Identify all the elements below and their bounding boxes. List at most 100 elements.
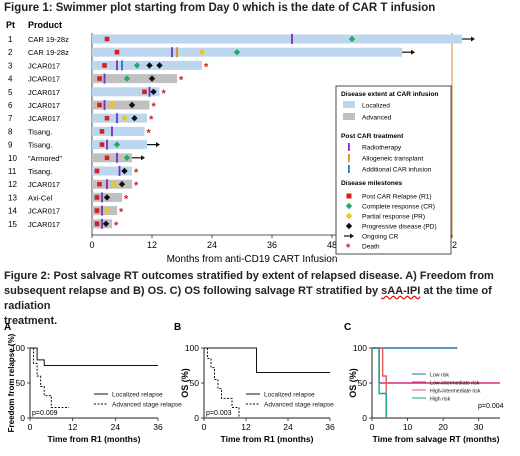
radiotherapy-marker bbox=[116, 60, 118, 71]
panel-b: B 0 50 100 0 12 24 36 OS (%) Time from R1 (months… bbox=[174, 322, 335, 444]
radiotherapy-marker bbox=[106, 179, 108, 190]
km-curve bbox=[30, 347, 158, 366]
km-x-tick-label: 12 bbox=[241, 422, 251, 432]
death-marker: * bbox=[149, 114, 154, 126]
km-curve bbox=[204, 347, 330, 373]
km-y-tick-label: 100 bbox=[185, 343, 199, 353]
patient-bar bbox=[92, 47, 402, 57]
relapse-marker bbox=[99, 142, 105, 147]
legend-diamond-icon bbox=[345, 222, 353, 230]
cr-marker bbox=[233, 49, 241, 56]
col-pt-header: Pt bbox=[6, 20, 15, 30]
radiotherapy-marker bbox=[148, 86, 151, 97]
legend-post-label: Allogeneic transplant bbox=[362, 156, 423, 163]
relapse-marker bbox=[97, 76, 102, 81]
patient-bar bbox=[92, 166, 132, 176]
cr-marker bbox=[348, 35, 356, 43]
radiotherapy-marker bbox=[116, 152, 118, 163]
km-x-tick-label: 12 bbox=[68, 422, 78, 432]
swimmer-xlabel: Months from anti-CD19 CART Infusion bbox=[167, 254, 338, 265]
legend-milestone-label: Ongoing CR bbox=[362, 234, 399, 241]
km-legend-label: Advanced stage relapse bbox=[264, 402, 334, 409]
legend-milestone-label: Death bbox=[362, 244, 380, 251]
cr-marker bbox=[113, 141, 121, 148]
km-curve bbox=[372, 347, 387, 418]
patient-product: JCAR017 bbox=[28, 207, 60, 216]
patient-number: 11 bbox=[8, 167, 17, 176]
pr-marker bbox=[198, 49, 206, 56]
relapse-marker bbox=[104, 155, 110, 161]
patient-product: JCAR017 bbox=[28, 101, 60, 110]
km-y-tick-label: 0 bbox=[194, 413, 199, 423]
ongoing-cr-arrowhead bbox=[141, 155, 145, 161]
pd-marker bbox=[146, 62, 153, 69]
legend-arrow-icon bbox=[350, 233, 354, 239]
figure2-title-line1: Figure 2: Post salvage RT outcomes strat… bbox=[4, 270, 494, 282]
figure2-title-line2b: at the time of radiation bbox=[4, 285, 492, 312]
ongoing-cr-arrowhead bbox=[411, 49, 415, 55]
figure1-title: Figure 1: Swimmer plot starting from Day… bbox=[4, 2, 436, 14]
patient-bar bbox=[92, 153, 132, 163]
patient-product: "Armored" bbox=[28, 154, 62, 163]
figure2-title-saaipi: sAA-IPI bbox=[381, 285, 421, 297]
swimmer-legend: Disease extent at CAR infusion Localized… bbox=[335, 85, 452, 255]
death-marker: * bbox=[179, 75, 184, 87]
km-legend-label: High-intermediate risk bbox=[430, 389, 481, 395]
pd-marker bbox=[118, 181, 126, 188]
pr-marker bbox=[108, 101, 116, 109]
figure2-title-line3: treatment. bbox=[4, 315, 58, 327]
km-y-tick-label: 50 bbox=[190, 378, 200, 388]
death-marker: * bbox=[119, 207, 124, 219]
legend-diamond-icon bbox=[345, 212, 353, 220]
km-curve bbox=[30, 347, 70, 408]
pd-marker bbox=[148, 75, 156, 82]
km-legend-label: Localized relapse bbox=[264, 392, 315, 399]
km-x-tick-label: 36 bbox=[325, 422, 335, 432]
patient-product: JCAR017 bbox=[28, 180, 60, 189]
patient-number: 10 bbox=[8, 154, 17, 163]
cr-marker bbox=[133, 62, 141, 69]
pd-marker bbox=[103, 194, 111, 201]
legend-milestone-title: Disease milestones bbox=[341, 180, 403, 187]
col-product-header: Product bbox=[28, 20, 62, 30]
relapse-marker bbox=[94, 221, 100, 227]
pd-marker bbox=[131, 115, 138, 122]
legend-post-swatch bbox=[348, 165, 350, 173]
km-y-tick-label: 50 bbox=[358, 378, 368, 388]
additional-car-marker bbox=[121, 60, 123, 71]
radiotherapy-marker bbox=[101, 205, 103, 216]
relapse-marker bbox=[142, 89, 147, 95]
km-legend-label: High risk bbox=[430, 397, 451, 403]
km-x-tick-label: 0 bbox=[202, 422, 207, 432]
legend-post-swatch bbox=[348, 143, 350, 151]
km-pvalue: p=0.004 bbox=[478, 403, 504, 410]
panel-a: A 0 50 100 0 12 24 36 Freedom from relapse (%) Ti… bbox=[4, 322, 182, 444]
relapse-marker bbox=[97, 102, 102, 108]
ongoing-cr-arrowhead bbox=[156, 142, 160, 148]
patient-number: 1 bbox=[8, 35, 13, 44]
km-x-tick-label: 20 bbox=[438, 422, 448, 432]
km-legend-label: Low-intermediate risk bbox=[430, 381, 480, 387]
relapse-marker bbox=[104, 36, 110, 42]
km-y-tick-label: 50 bbox=[16, 378, 26, 388]
relapse-marker bbox=[94, 208, 100, 213]
patient-product: Tisang. bbox=[28, 127, 52, 136]
pr-marker bbox=[111, 181, 118, 188]
legend-post-swatch bbox=[348, 154, 350, 162]
radiotherapy-marker bbox=[101, 192, 103, 203]
patient-bar bbox=[92, 126, 145, 136]
x-tick-label: 12 bbox=[147, 240, 157, 250]
patient-product: Tisang. bbox=[28, 167, 52, 176]
legend-milestone-label: Post CAR Relapse (R1) bbox=[362, 194, 432, 201]
radiotherapy-marker bbox=[111, 126, 113, 137]
km-curve bbox=[204, 347, 240, 418]
patient-bar bbox=[92, 87, 160, 97]
km-x-label: Time from salvage RT (months) bbox=[373, 434, 500, 444]
km-x-tick-label: 30 bbox=[474, 422, 484, 432]
legend-extent-label: Localized bbox=[362, 103, 390, 110]
patient-bar bbox=[92, 113, 147, 123]
legend-relapse-icon bbox=[346, 193, 352, 199]
km-legend-label: Advanced stage relapse bbox=[112, 402, 182, 409]
legend-milestone-label: Partial response (PR) bbox=[362, 214, 425, 221]
x-tick-label: 36 bbox=[267, 240, 277, 250]
